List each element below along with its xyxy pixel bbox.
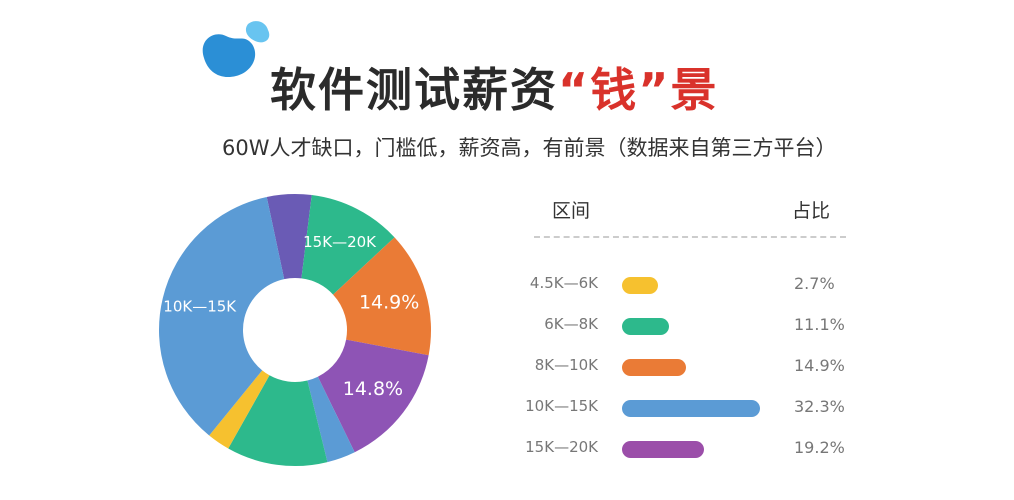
share-bar: [622, 277, 658, 294]
range-label: 15K—20K: [525, 438, 598, 456]
table-row: 6K—8K 11.1%: [520, 311, 860, 341]
header-share: 占比: [792, 200, 831, 222]
range-label: 8K—10K: [534, 356, 598, 374]
page-title: 软件测试薪资“钱”景: [270, 58, 790, 122]
donut-segment: [209, 370, 270, 449]
range-label: 10K—15K: [525, 397, 598, 415]
donut-segment: [158, 196, 285, 436]
share-value: 19.2%: [794, 438, 845, 457]
share-value: 2.7%: [794, 274, 835, 293]
donut-segment: [333, 237, 431, 356]
donut-segment-label: 15K—20K: [303, 233, 377, 251]
share-value: 14.9%: [794, 356, 845, 375]
salary-table: 区间 占比 4.5K—6K 2.7% 6K—8K 11.1% 8K—10K 14.9% 10…: [520, 190, 860, 480]
donut-segment-label: 10K—15K: [163, 298, 237, 316]
share-bar: [622, 359, 686, 376]
range-label: 6K—8K: [544, 315, 598, 333]
donut-segment: [266, 194, 312, 280]
share-bar: [622, 318, 670, 335]
table-row: 15K—20K 19.2%: [520, 434, 860, 464]
range-label: 4.5K—6K: [529, 274, 598, 292]
donut-segment-label: 14.8%: [343, 378, 403, 400]
table-row: 4.5K—6K 2.7%: [520, 270, 860, 300]
share-value: 32.3%: [794, 397, 845, 416]
donut-segment: [307, 376, 355, 463]
donut-segment: [301, 195, 395, 295]
page-subtitle: 60W人才缺口，门槛低，薪资高，有前景（数据来自第三方平台）: [222, 136, 837, 160]
donut-segment-label: 14.9%: [359, 291, 419, 313]
header-range: 区间: [552, 200, 591, 222]
share-value: 11.1%: [794, 315, 845, 334]
table-row: 10K—15K 32.3%: [520, 393, 860, 423]
salary-donut-chart: 15K—20K 14.9% 14.8% 10K—15K: [158, 194, 431, 466]
donut-segment: [228, 375, 328, 466]
brand-logo: [202, 21, 270, 78]
table-row: 8K—10K 14.9%: [520, 352, 860, 382]
share-bar: [622, 400, 760, 417]
title-main: 软件测试薪资: [270, 63, 558, 117]
table-divider: [534, 236, 846, 238]
share-bar: [622, 441, 705, 458]
title-highlight: “钱”景: [558, 63, 719, 117]
donut-segment: [317, 339, 429, 453]
